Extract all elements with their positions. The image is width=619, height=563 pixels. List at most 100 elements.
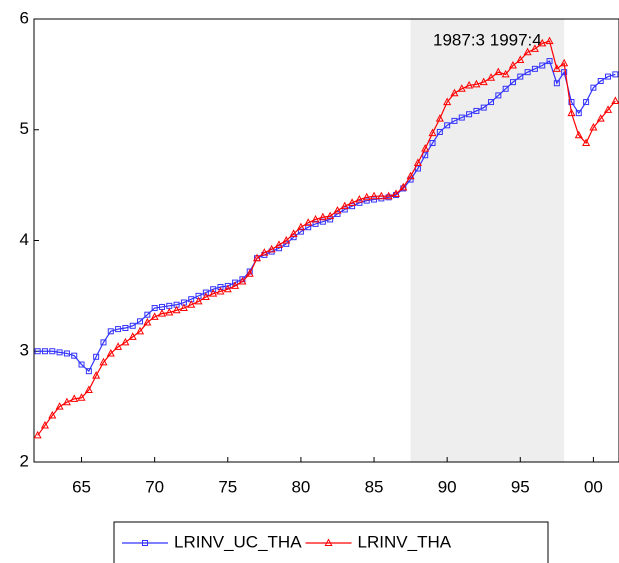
marker-square (517, 73, 524, 80)
marker-triangle (399, 182, 408, 191)
marker-triangle (70, 394, 79, 402)
marker-triangle (545, 36, 554, 45)
marker-square (217, 284, 224, 291)
marker-triangle (611, 96, 619, 104)
marker-triangle (567, 108, 576, 117)
marker-square (502, 85, 509, 92)
marker-triangle (165, 307, 174, 316)
marker-triangle (223, 284, 232, 293)
marker-triangle (501, 69, 510, 78)
marker-triangle (589, 122, 598, 131)
marker-triangle (201, 292, 210, 300)
marker-square (319, 218, 326, 225)
marker-triangle (435, 114, 444, 122)
marker-triangle (582, 138, 591, 147)
marker-square (524, 69, 531, 76)
marker-triangle (304, 218, 313, 226)
marker-triangle (282, 235, 291, 244)
marker-square (531, 65, 538, 72)
x-tick-label: 90 (438, 477, 457, 496)
marker-triangle (486, 73, 496, 81)
marker-square (422, 152, 429, 159)
marker-square (151, 305, 158, 312)
marker-square (363, 197, 370, 204)
marker-triangle (172, 305, 181, 314)
marker-triangle (55, 402, 64, 410)
x-tick-label: 70 (145, 477, 164, 496)
marker-triangle (494, 67, 503, 76)
marker-triangle (106, 348, 115, 357)
marker-square (575, 110, 582, 117)
marker-triangle (324, 538, 333, 546)
marker-square (473, 107, 480, 114)
marker-square (49, 348, 56, 355)
marker-triangle (523, 47, 532, 56)
marker-square (93, 353, 100, 360)
marker-square (495, 92, 502, 99)
marker-triangle (428, 128, 437, 137)
marker-triangle (333, 206, 342, 214)
marker-triangle (245, 269, 254, 277)
marker-triangle (114, 342, 123, 350)
marker-triangle (443, 97, 452, 106)
x-tick-label: 95 (511, 477, 530, 496)
marker-square (451, 117, 458, 124)
marker-square (539, 62, 546, 69)
marker-square (546, 58, 553, 65)
marker-triangle (296, 222, 305, 231)
marker-triangle (135, 326, 145, 335)
marker-triangle (274, 240, 284, 248)
marker-triangle (260, 248, 269, 256)
marker-square (275, 245, 282, 252)
marker-triangle (40, 420, 50, 429)
marker-square (488, 99, 495, 106)
marker-triangle (62, 397, 71, 406)
marker-triangle (194, 296, 203, 305)
marker-square (509, 79, 516, 86)
legend-label: LRINV_UC_THA (174, 532, 302, 551)
marker-square (71, 352, 78, 359)
marker-triangle (538, 38, 547, 47)
marker-triangle (92, 371, 101, 379)
marker-triangle (552, 64, 561, 72)
marker-triangle (362, 192, 371, 201)
marker-triangle (406, 171, 415, 180)
marker-square (561, 69, 568, 76)
marker-square (597, 78, 604, 85)
marker-square (444, 122, 451, 129)
marker-triangle (391, 189, 401, 197)
marker-square (605, 73, 612, 80)
marker-triangle (48, 410, 57, 419)
marker-square (583, 99, 590, 106)
marker-square (297, 228, 304, 235)
marker-triangle (216, 286, 225, 295)
marker-square (590, 84, 597, 91)
marker-square (41, 348, 48, 355)
marker-square (305, 224, 312, 231)
marker-triangle (457, 84, 466, 92)
marker-square (429, 140, 436, 147)
marker-triangle (413, 158, 422, 166)
marker-square (436, 128, 443, 135)
y-tick-label: 3 (20, 341, 29, 360)
y-tick-label: 2 (20, 451, 29, 470)
x-tick-label: 00 (584, 477, 603, 496)
marker-square (137, 318, 144, 325)
marker-triangle (574, 130, 583, 139)
marker-square (480, 104, 487, 111)
marker-triangle (150, 312, 159, 320)
marker-triangle (560, 58, 569, 67)
shaded-region (410, 19, 565, 462)
marker-square (283, 240, 290, 247)
marker-triangle (311, 214, 320, 223)
marker-square (202, 289, 209, 296)
marker-square (34, 348, 41, 355)
marker-triangle (326, 211, 335, 220)
marker-square (553, 80, 560, 87)
marker-triangle (421, 144, 430, 152)
legend: LRINV_UC_THA LRINV_THA (113, 521, 549, 563)
y-tick-label: 4 (20, 230, 29, 249)
marker-triangle (603, 105, 613, 113)
marker-square (115, 326, 122, 333)
